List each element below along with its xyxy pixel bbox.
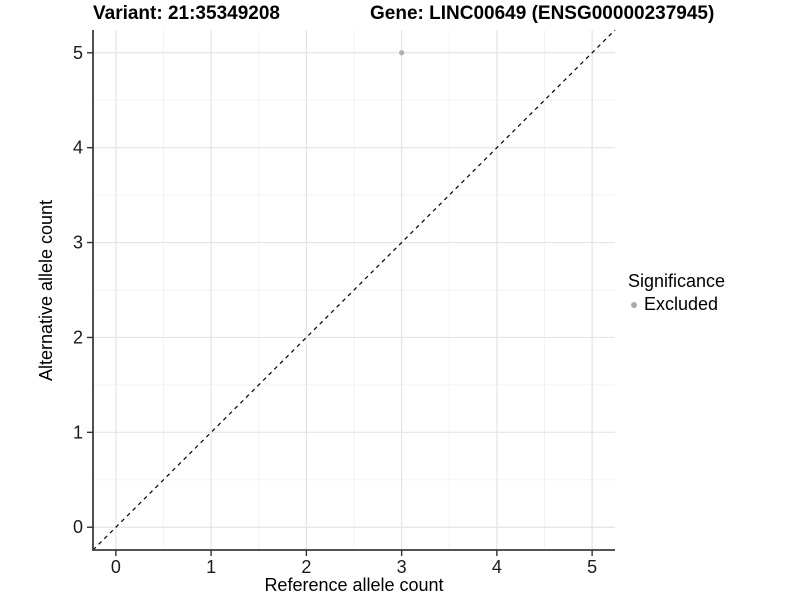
y-tick-label: 3 <box>73 233 83 253</box>
plot-title-gene: Gene: LINC00649 (ENSG00000237945) <box>370 3 715 24</box>
x-tick-label: 2 <box>301 557 311 577</box>
y-axis-title: Alternative allele count <box>36 199 57 381</box>
y-tick-label: 4 <box>73 138 83 158</box>
data-point-excluded <box>399 50 405 56</box>
y-tick-label: 1 <box>73 422 83 442</box>
legend-entry-label: Excluded <box>644 294 719 314</box>
identity-line <box>92 29 616 551</box>
x-tick-label: 5 <box>587 557 597 577</box>
x-axis-title: Reference allele count <box>264 575 444 595</box>
x-tick-label: 0 <box>111 557 121 577</box>
legend-entry-excluded: Excluded <box>628 294 725 315</box>
y-tick-label: 2 <box>73 327 83 347</box>
legend-title: Significance <box>628 271 726 291</box>
x-tick-label: 4 <box>492 557 502 577</box>
x-tick-label: 1 <box>206 557 216 577</box>
plot-title-variant: Variant: 21:35349208 <box>93 3 280 24</box>
x-tick-label: 3 <box>397 557 407 577</box>
y-axis-title-box: Alternative allele count <box>32 30 62 550</box>
legend: Significance Excluded <box>628 271 725 315</box>
y-tick-label: 5 <box>73 43 83 63</box>
legend-key-dot-icon <box>631 301 637 308</box>
y-tick-label: 0 <box>73 517 83 537</box>
